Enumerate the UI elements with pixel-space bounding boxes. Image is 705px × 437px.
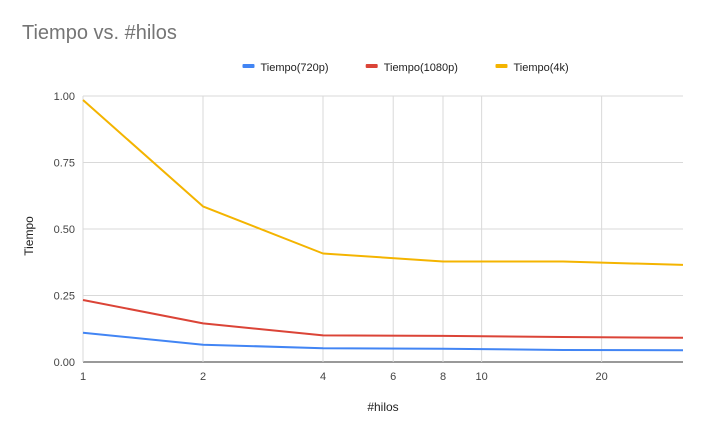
y-tick-label: 0.50 xyxy=(54,224,75,236)
y-tick-label: 0.75 xyxy=(54,158,75,170)
x-tick-label: 20 xyxy=(596,371,608,383)
x-tick-label: 4 xyxy=(320,371,326,383)
chart-title: Tiempo vs. #hilos xyxy=(22,22,177,44)
legend-swatch xyxy=(495,64,508,68)
x-tick-label: 1 xyxy=(80,371,86,383)
legend-label: Tiempo(720p) xyxy=(261,62,329,74)
legend-label: Tiempo(4k) xyxy=(514,62,569,74)
x-axis-label: #hilos xyxy=(367,400,398,414)
y-tick-label: 1.00 xyxy=(54,91,75,103)
x-tick-label: 6 xyxy=(390,371,396,383)
y-axis-label: Tiempo xyxy=(22,216,36,256)
x-tick-label: 2 xyxy=(200,371,206,383)
series-line xyxy=(82,99,684,266)
series-line xyxy=(82,331,684,352)
x-tick-label: 10 xyxy=(476,371,488,383)
legend-swatch xyxy=(365,64,378,68)
y-tick-label: 0.25 xyxy=(54,291,75,303)
legend-label: Tiempo(1080p) xyxy=(384,62,458,74)
x-tick-label: 8 xyxy=(440,371,446,383)
y-tick-label: 0.00 xyxy=(54,357,75,369)
legend-swatch xyxy=(242,64,255,68)
series-line xyxy=(82,299,684,339)
